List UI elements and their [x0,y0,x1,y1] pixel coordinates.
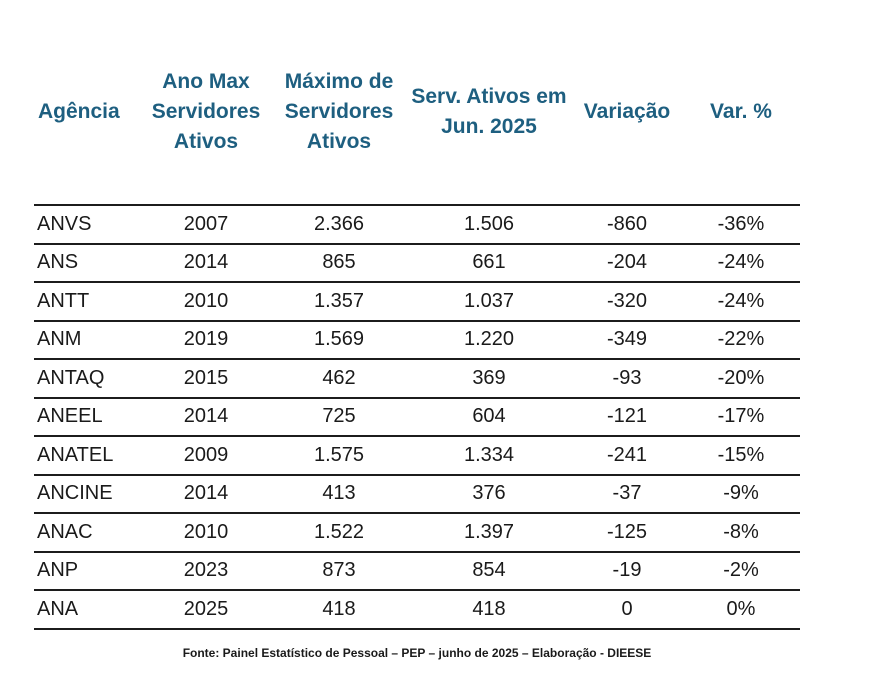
agencies-table: Agência Ano Max Servidores Ativos Máximo… [34,20,800,630]
table-cell: 1.506 [406,204,572,244]
column-header-serv-ativos: Serv. Ativos em Jun. 2025 [411,85,567,138]
table-cell: -9% [682,473,800,513]
table-cell: -204 [572,242,682,282]
table-cell: 1.357 [272,281,406,321]
table-cell: 854 [406,550,572,590]
table-cell: -36% [682,204,800,244]
table-cell: -8% [682,512,800,552]
table-cell: 2.366 [272,204,406,244]
table-cell: -320 [572,281,682,321]
table-cell: 462 [272,358,406,398]
table-cell: ANTAQ [34,358,140,398]
table-cell: 413 [272,473,406,513]
table-cell: ANCINE [34,473,140,513]
table-cell: 418 [272,589,406,630]
table-row: ANS 2014 865 661 -204 -24% [34,242,800,282]
table-cell: 418 [406,589,572,630]
table-cell: -241 [572,435,682,475]
table-cell: 1.522 [272,512,406,552]
table-cell: ANA [34,589,140,630]
column-header-maximo: Máximo de Servidores Ativos [284,70,394,153]
table-cell: 2009 [140,435,272,475]
table-cell: 2010 [140,512,272,552]
table-cell: 2007 [140,204,272,244]
table-cell: 2025 [140,589,272,630]
table-cell: 1.334 [406,435,572,475]
table-cell: 865 [272,242,406,282]
table-cell: -37 [572,473,682,513]
table-cell: -121 [572,396,682,436]
table-cell: -24% [682,281,800,321]
table-cell: -860 [572,204,682,244]
table-cell: 725 [272,396,406,436]
table-cell: -24% [682,242,800,282]
table-cell: 1.397 [406,512,572,552]
table-cell: 1.575 [272,435,406,475]
table-cell: -93 [572,358,682,398]
table-cell: -2% [682,550,800,590]
header-row: Agência Ano Max Servidores Ativos Máximo… [34,20,800,205]
table-body: ANVS 2007 2.366 1.506 -860 -36% ANS 2014 865 661-… [34,204,800,630]
table-cell: -349 [572,319,682,359]
table-cell: 0 [572,589,682,630]
table-cell: -15% [682,435,800,475]
table-row: ANP 2023 873 854 -19 -2% [34,550,800,590]
table-cell: 2014 [140,242,272,282]
table-cell: 1.037 [406,281,572,321]
table-cell: ANM [34,319,140,359]
table-cell: -20% [682,358,800,398]
table-row: ANATEL 2009 1.575 1.334 -241 -15% [34,435,800,475]
table-cell: ANATEL [34,435,140,475]
source-note: Fonte: Painel Estatístico de Pessoal – P… [182,646,652,660]
column-header-ano-max: Ano Max Servidores Ativos [151,70,261,153]
table-cell: 2023 [140,550,272,590]
table-cell: -17% [682,396,800,436]
table-row: ANVS 2007 2.366 1.506 -860 -36% [34,204,800,244]
table-cell: ANAC [34,512,140,552]
table-row: ANAC 2010 1.522 1.397 -125 -8% [34,512,800,552]
table-cell: 1.220 [406,319,572,359]
table-cell: 369 [406,358,572,398]
table-cell: 2019 [140,319,272,359]
table-row: ANTT 2010 1.357 1.037 -320 -24% [34,281,800,321]
table-cell: 2014 [140,473,272,513]
table-cell: 1.569 [272,319,406,359]
table-row: ANEEL 2014 725 604 -121 -17% [34,396,800,436]
column-header-var-pct: Var. % [710,100,772,123]
table-cell: 2014 [140,396,272,436]
table-cell: 873 [272,550,406,590]
column-header-agencia: Agência [38,100,120,123]
table-cell: 0% [682,589,800,630]
table-cell: ANVS [34,204,140,244]
table-cell: ANS [34,242,140,282]
table-cell: 2010 [140,281,272,321]
table-cell: 604 [406,396,572,436]
table-row: ANM 2019 1.569 1.220 -349 -22% [34,319,800,359]
table-cell: -22% [682,319,800,359]
table-cell: -125 [572,512,682,552]
table-row: ANA 2025 418 418 0 0% [34,589,800,630]
table-row: ANCINE 2014 413 376 -37 -9% [34,473,800,513]
column-header-variacao: Variação [583,100,671,123]
table-cell: 661 [406,242,572,282]
table-cell: -19 [572,550,682,590]
table-cell: 376 [406,473,572,513]
table-header: Agência Ano Max Servidores Ativos Máximo… [34,20,800,205]
table-cell: ANTT [34,281,140,321]
table-cell: ANEEL [34,396,140,436]
table-cell: ANP [34,550,140,590]
table-cell: 2015 [140,358,272,398]
table-row: ANTAQ 2015 462 369 -93 -20% [34,358,800,398]
